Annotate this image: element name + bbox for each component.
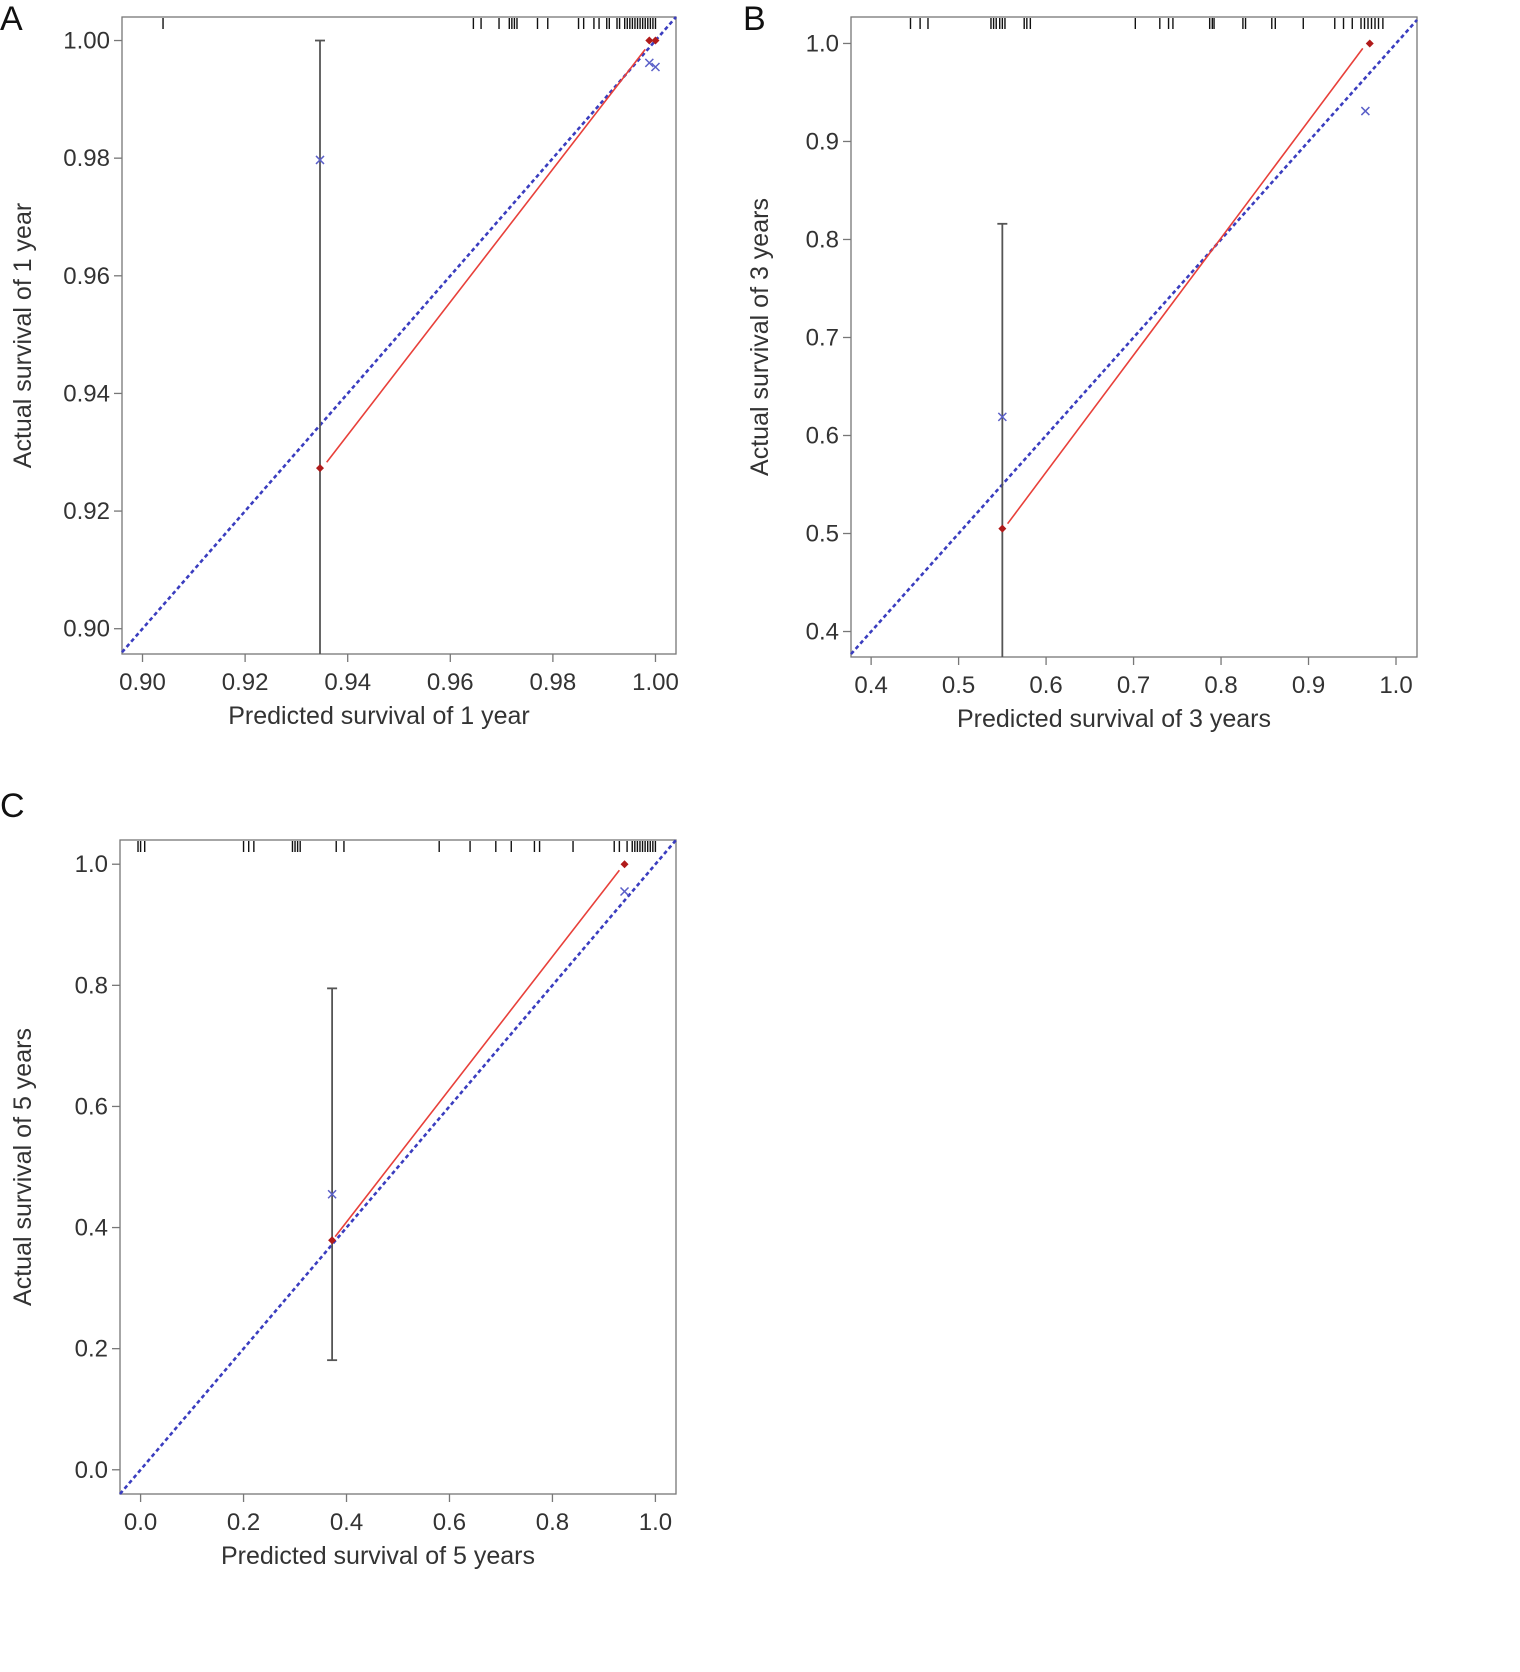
ideal-reference-line	[119, 839, 677, 1495]
panel-letter-b: B	[743, 0, 766, 38]
y-axis-label: Actual survival of 1 year	[9, 203, 37, 468]
y-tick-label: 0.2	[75, 1336, 108, 1363]
x-tick-label: 1.00	[632, 669, 679, 696]
y-tick-label: 0.96	[63, 263, 110, 290]
y-tick-label: 0.6	[75, 1093, 108, 1120]
y-tick-label: 1.00	[63, 28, 110, 55]
x-tick-label: 0.4	[330, 1509, 363, 1536]
apparent-point	[651, 36, 660, 45]
x-axis-label: Predicted survival of 5 years	[221, 1542, 535, 1570]
apparent-point	[316, 464, 325, 473]
x-tick-label: 0.0	[124, 1509, 157, 1536]
calibration-chart-b: 0.4 0.5 0.6 0.7 0.8 0.9 1.0 0.4 0.5 0.6 0.7 0.8 0.9 1…	[746, 16, 1418, 733]
bias-corrected-point	[327, 1189, 337, 1199]
x-tick-label: 0.96	[427, 669, 474, 696]
ideal-reference-line	[121, 16, 677, 654]
y-tick-label: 1.0	[75, 851, 108, 878]
y-tick-label: 0.7	[806, 324, 839, 351]
x-tick-label: 0.2	[227, 1509, 260, 1536]
x-tick-label: 0.94	[324, 669, 371, 696]
calibration-chart-a: 0.90 0.92 0.94 0.96 0.98 1.00 0.90 0.92 0.94 0.96…	[9, 16, 679, 730]
y-tick-label: 0.90	[63, 616, 110, 643]
y-tick-label: 0.5	[806, 521, 839, 548]
x-tick-label: 0.4	[854, 672, 887, 699]
y-tick-label: 0.6	[806, 422, 839, 449]
ideal-reference-line	[850, 19, 1418, 655]
bias-corrected-point	[619, 886, 630, 897]
x-tick-label: 1.0	[1379, 672, 1412, 699]
bias-corrected-point	[644, 58, 654, 68]
plot-frame	[121, 16, 677, 655]
bias-corrected-point	[650, 62, 661, 72]
calibration-line	[334, 869, 621, 1238]
x-tick-label: 0.8	[536, 1509, 569, 1536]
y-axis-label: Actual survival of 3 years	[746, 198, 774, 476]
apparent-point	[998, 524, 1007, 533]
x-tick-label: 0.6	[1029, 672, 1062, 699]
calibration-line	[1006, 47, 1364, 525]
apparent-point	[328, 1236, 337, 1245]
x-tick-label: 0.90	[119, 669, 166, 696]
y-tick-label: 0.8	[806, 226, 839, 253]
y-tick-label: 0.92	[63, 498, 110, 525]
x-axis-label: Predicted survival of 1 year	[228, 702, 530, 730]
plot-frame	[119, 839, 677, 1495]
y-tick-label: 0.4	[806, 619, 839, 646]
x-axis-label: Predicted survival of 3 years	[957, 705, 1271, 733]
x-tick-label: 0.92	[222, 669, 269, 696]
bias-corrected-point	[997, 412, 1007, 422]
bias-corrected-point	[1360, 106, 1370, 116]
y-tick-label: 0.94	[63, 380, 110, 407]
x-tick-label: 0.7	[1117, 672, 1150, 699]
apparent-point	[620, 860, 629, 869]
y-tick-label: 0.98	[63, 145, 110, 172]
y-axis-label: Actual survival of 5 years	[9, 1028, 37, 1306]
y-tick-label: 0.0	[75, 1457, 108, 1484]
apparent-point	[645, 36, 654, 45]
apparent-point	[1365, 39, 1374, 48]
calibration-line	[326, 48, 646, 463]
calibration-chart-c: 0.0 0.2 0.4 0.6 0.8 1.0 0.0 0.2 0.4 0.6 0.8 1.0 Pred…	[9, 839, 677, 1570]
x-tick-label: 0.9	[1292, 672, 1325, 699]
y-tick-label: 0.9	[806, 128, 839, 155]
x-tick-label: 0.6	[433, 1509, 466, 1536]
bias-corrected-point	[315, 155, 325, 165]
y-tick-label: 1.0	[806, 30, 839, 57]
y-tick-label: 0.4	[75, 1215, 108, 1242]
panel-letter-a: A	[0, 0, 23, 38]
x-tick-label: 0.98	[530, 669, 577, 696]
x-tick-label: 1.0	[639, 1509, 672, 1536]
x-tick-label: 0.8	[1204, 672, 1237, 699]
y-tick-label: 0.8	[75, 972, 108, 999]
panel-letter-c: C	[0, 787, 25, 825]
x-tick-label: 0.5	[942, 672, 975, 699]
